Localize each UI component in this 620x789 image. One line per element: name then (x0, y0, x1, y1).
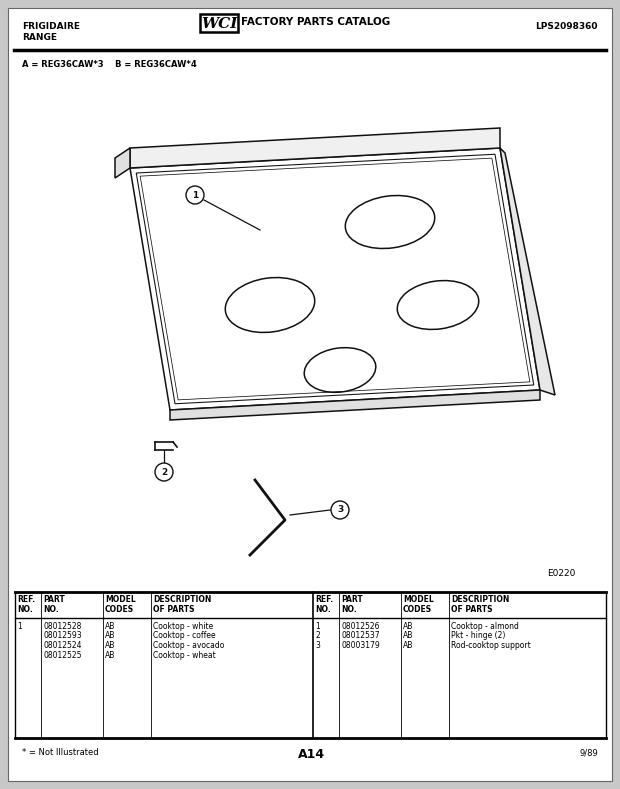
Text: PART
NO.: PART NO. (43, 595, 64, 615)
Text: LPS2098360: LPS2098360 (536, 22, 598, 31)
Text: AB: AB (105, 622, 115, 631)
Polygon shape (130, 148, 540, 410)
Polygon shape (130, 128, 500, 168)
Text: 3: 3 (337, 506, 343, 514)
Text: AB: AB (403, 631, 414, 641)
Text: 08012593: 08012593 (43, 631, 82, 641)
Polygon shape (115, 148, 130, 178)
Text: 08012528: 08012528 (43, 622, 81, 631)
Text: 9/89: 9/89 (579, 748, 598, 757)
Polygon shape (500, 148, 555, 395)
Text: 08003179: 08003179 (341, 641, 379, 650)
Text: DESCRIPTION
OF PARTS: DESCRIPTION OF PARTS (451, 595, 510, 615)
Polygon shape (170, 390, 540, 420)
Text: 08012525: 08012525 (43, 650, 81, 660)
Text: WCI: WCI (201, 17, 237, 31)
Text: AB: AB (403, 622, 414, 631)
Text: MODEL
CODES: MODEL CODES (105, 595, 136, 615)
Text: * = Not Illustrated: * = Not Illustrated (22, 748, 99, 757)
Text: 1: 1 (315, 622, 320, 631)
Text: A14: A14 (298, 748, 324, 761)
Text: REF.
NO.: REF. NO. (315, 595, 333, 615)
Text: 08012524: 08012524 (43, 641, 81, 650)
Text: Cooktop - white: Cooktop - white (153, 622, 213, 631)
Text: AB: AB (105, 641, 115, 650)
Text: 1: 1 (192, 190, 198, 200)
Text: 3: 3 (315, 641, 320, 650)
Text: Cooktop - wheat: Cooktop - wheat (153, 650, 216, 660)
Text: 1: 1 (17, 622, 22, 631)
Text: A = REG36CAW*3    B = REG36CAW*4: A = REG36CAW*3 B = REG36CAW*4 (22, 60, 197, 69)
Text: Cooktop - coffee: Cooktop - coffee (153, 631, 216, 641)
Text: RANGE: RANGE (22, 33, 57, 42)
Text: AB: AB (403, 641, 414, 650)
Circle shape (186, 186, 204, 204)
Circle shape (331, 501, 349, 519)
Text: Pkt - hinge (2): Pkt - hinge (2) (451, 631, 505, 641)
FancyBboxPatch shape (200, 14, 238, 32)
Text: 2: 2 (315, 631, 320, 641)
Text: FACTORY PARTS CATALOG: FACTORY PARTS CATALOG (241, 17, 390, 27)
Text: DESCRIPTION
OF PARTS: DESCRIPTION OF PARTS (153, 595, 211, 615)
Text: 2: 2 (161, 468, 167, 477)
Text: Rod-cooktop support: Rod-cooktop support (451, 641, 531, 650)
Text: MODEL
CODES: MODEL CODES (403, 595, 434, 615)
Text: REF.
NO.: REF. NO. (17, 595, 35, 615)
Text: FRIGIDAIRE: FRIGIDAIRE (22, 22, 80, 31)
Text: PART
NO.: PART NO. (341, 595, 363, 615)
Text: AB: AB (105, 631, 115, 641)
Text: 08012526: 08012526 (341, 622, 379, 631)
Text: E0220: E0220 (547, 569, 576, 578)
Text: Cooktop - almond: Cooktop - almond (451, 622, 519, 631)
Text: AB: AB (105, 650, 115, 660)
Circle shape (155, 463, 173, 481)
Text: 08012537: 08012537 (341, 631, 379, 641)
Text: Cooktop - avocado: Cooktop - avocado (153, 641, 224, 650)
FancyBboxPatch shape (8, 8, 612, 781)
